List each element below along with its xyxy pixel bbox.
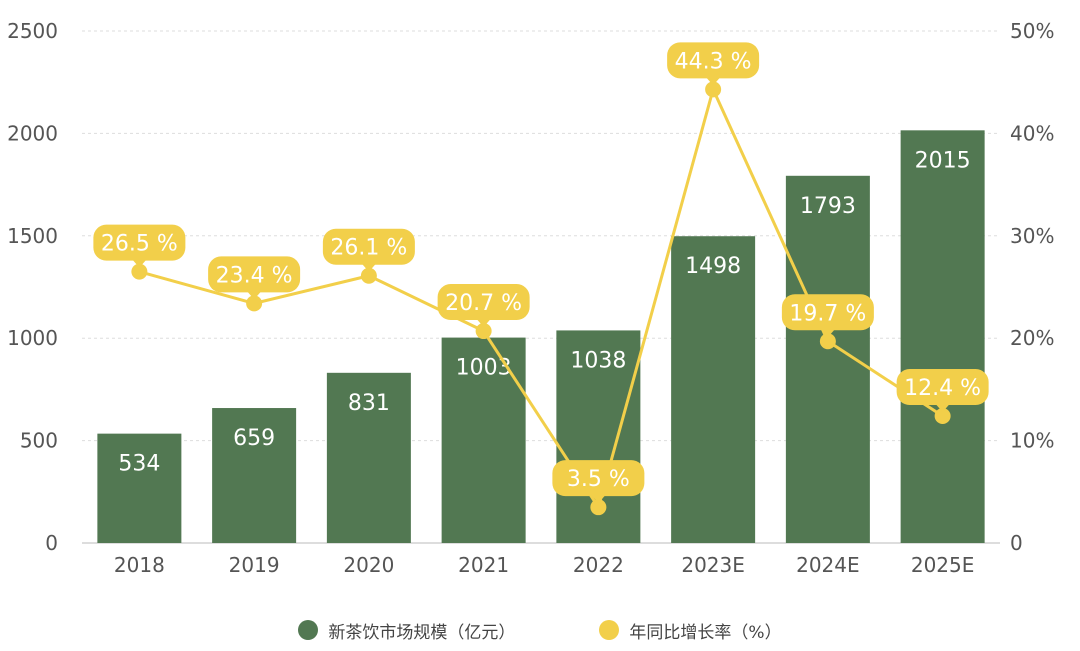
bar[interactable] <box>97 433 182 543</box>
label-pointer <box>706 77 721 86</box>
line-point[interactable] <box>131 263 148 280</box>
bar[interactable] <box>326 372 411 543</box>
chart: 0 500 1000 1500 2000 2500 0 10% 20% 30% 40% 50% 53… <box>7 19 1054 577</box>
bar-value-label: 831 <box>348 391 390 416</box>
line-value-text: 3.5 % <box>567 467 630 492</box>
x-tick-label: 2018 <box>114 553 165 577</box>
left-tick-label: 1500 <box>7 224 58 248</box>
x-tick-label: 2022 <box>573 553 624 577</box>
line-point[interactable] <box>475 323 492 340</box>
label-pill <box>437 284 530 321</box>
line-value-label: 44.3 % <box>667 42 760 86</box>
left-tick-label: 1000 <box>7 326 58 350</box>
bar[interactable] <box>212 408 297 543</box>
line-value-text: 12.4 % <box>904 376 981 401</box>
bar-value-label: 534 <box>118 452 160 477</box>
label-pill <box>208 256 301 293</box>
left-axis: 0 500 1000 1500 2000 2500 <box>7 19 58 555</box>
line-value-text: 19.7 % <box>789 301 866 326</box>
line-value-text: 20.7 % <box>445 291 522 316</box>
bar-value-label: 659 <box>233 426 275 451</box>
line-value-label: 26.5 % <box>93 224 186 268</box>
bar-value-label: 1793 <box>800 194 856 219</box>
legend-label-growth-rate: 年同比增长率（%） <box>629 622 782 643</box>
label-pointer <box>591 495 606 504</box>
label-pointer <box>820 329 835 338</box>
right-tick-label: 0 <box>1010 531 1023 555</box>
x-tick-label: 2019 <box>229 553 280 577</box>
x-axis: 2018 2019 2020 2021 2022 2023E 2024E 2025E <box>114 553 974 577</box>
legend-marker-market-size <box>298 620 319 640</box>
legend: 新茶饮市场规模（亿元） 年同比增长率（%） <box>0 612 1080 648</box>
line-value-text: 26.5 % <box>101 232 178 257</box>
x-tick-label: 2020 <box>343 553 394 577</box>
label-pill <box>781 294 874 331</box>
line-value-label: 26.1 % <box>322 228 415 272</box>
line-value-text: 44.3 % <box>675 49 752 74</box>
line-point[interactable] <box>360 267 377 284</box>
bar-series <box>97 130 985 544</box>
bar-value-label: 2015 <box>915 148 971 173</box>
legend-marker-growth-rate <box>599 620 620 640</box>
line-value-label: 20.7 % <box>437 284 530 328</box>
line-point[interactable] <box>246 295 263 312</box>
legend-label-market-size: 新茶饮市场规模（亿元） <box>328 622 516 643</box>
x-tick-label: 2024E <box>796 553 860 577</box>
left-tick-label: 2000 <box>7 121 58 145</box>
line-value-label: 23.4 % <box>208 256 301 300</box>
line-value-label: 3.5 % <box>552 460 645 504</box>
line-value-text: 26.1 % <box>330 236 407 261</box>
line-point[interactable] <box>934 408 951 425</box>
line-value-label: 19.7 % <box>781 294 874 338</box>
line-labels: 26.5 % 23.4 % 26.1 % 20.7 % 3.5 % 44.3 % 19.7 … <box>93 42 989 504</box>
label-pill <box>896 369 989 406</box>
right-tick-label: 50% <box>1010 19 1054 43</box>
line-value-label: 12.4 % <box>896 369 989 413</box>
label-pointer <box>247 291 262 300</box>
x-tick-label: 2023E <box>681 553 745 577</box>
x-tick-label: 2021 <box>458 553 509 577</box>
label-pointer <box>935 404 950 413</box>
label-pill <box>552 460 645 497</box>
label-pointer <box>361 263 376 272</box>
right-tick-label: 20% <box>1010 326 1054 350</box>
x-tick-label: 2025E <box>911 553 975 577</box>
left-tick-label: 0 <box>45 531 58 555</box>
bar[interactable] <box>671 236 756 543</box>
right-tick-label: 10% <box>1010 429 1054 453</box>
left-tick-label: 500 <box>20 429 58 453</box>
line-point[interactable] <box>705 81 722 98</box>
right-tick-label: 40% <box>1010 121 1054 145</box>
bar-value-label: 1038 <box>570 348 626 373</box>
bar-value-label: 1498 <box>685 254 741 279</box>
right-tick-label: 30% <box>1010 224 1054 248</box>
left-tick-label: 2500 <box>7 19 58 43</box>
right-axis: 0 10% 20% 30% 40% 50% <box>1010 19 1054 555</box>
legend-item-market-size[interactable]: 新茶饮市场规模（亿元） <box>298 618 515 643</box>
label-pointer <box>476 319 491 328</box>
line-point[interactable] <box>590 499 607 516</box>
legend-item-growth-rate[interactable]: 年同比增长率（%） <box>599 618 782 643</box>
label-pill <box>667 42 760 79</box>
bar[interactable] <box>900 130 985 543</box>
label-pointer <box>132 259 147 268</box>
label-pill <box>93 224 186 261</box>
label-pill <box>322 228 415 265</box>
line-value-text: 23.4 % <box>216 263 293 288</box>
line-point[interactable] <box>819 333 836 350</box>
